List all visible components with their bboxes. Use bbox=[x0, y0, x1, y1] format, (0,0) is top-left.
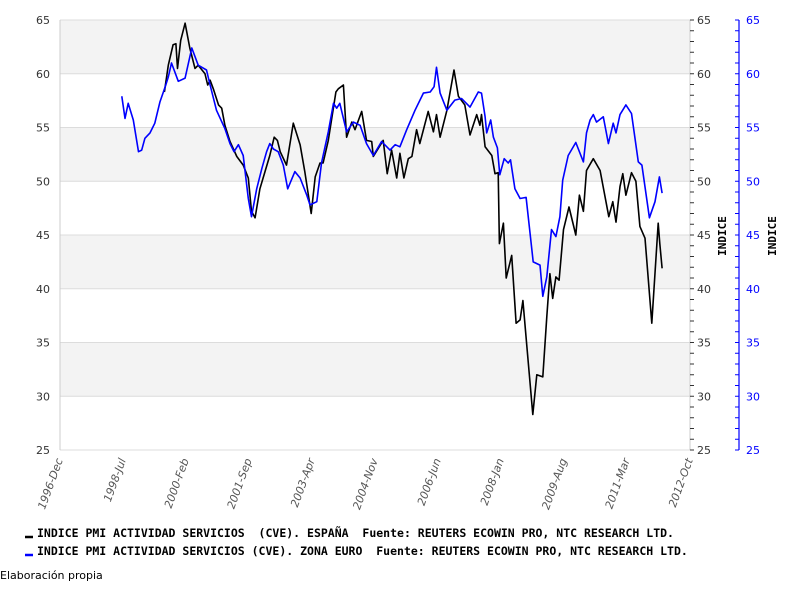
y2-tick-label: 55 bbox=[746, 122, 760, 135]
y-tick-label-left: 35 bbox=[36, 337, 50, 350]
y-tick-label-left: 50 bbox=[36, 175, 50, 188]
x-tick-label: 2009-Aug bbox=[539, 457, 570, 512]
y-tick-label-left: 60 bbox=[36, 68, 50, 81]
grid-band bbox=[60, 20, 690, 74]
y-tick-label-right: 50 bbox=[697, 175, 711, 188]
y2-tick-label: 35 bbox=[746, 337, 760, 350]
y-tick-label-left: 45 bbox=[36, 229, 50, 242]
y2-tick-label: 45 bbox=[746, 229, 760, 242]
y-tick-label-left: 30 bbox=[36, 390, 50, 403]
left-axis-title: INDICE bbox=[716, 216, 729, 256]
legend-label-espana: INDICE PMI ACTIVIDAD SERVICIOS (CVE). ES… bbox=[37, 525, 674, 540]
y2-tick-label: 50 bbox=[746, 175, 760, 188]
y-tick-label-right: 45 bbox=[697, 229, 711, 242]
y-tick-label-left: 65 bbox=[36, 14, 50, 27]
y2-tick-label: 30 bbox=[746, 390, 760, 403]
y-tick-label-right: 30 bbox=[697, 390, 711, 403]
x-tick-label: 2001-Sep bbox=[225, 457, 255, 511]
footnote: Elaboración propia bbox=[0, 569, 103, 582]
grid-band bbox=[60, 235, 690, 289]
x-tick-label: 2006-Jun bbox=[415, 457, 444, 508]
series-line-zona-euro bbox=[121, 47, 663, 298]
y-tick-label-right: 25 bbox=[697, 444, 711, 457]
y-tick-label-right: 40 bbox=[697, 283, 711, 296]
y-tick-label-right: 65 bbox=[697, 14, 711, 27]
y-tick-label-right: 35 bbox=[697, 337, 711, 350]
legend-label-zona-euro: INDICE PMI ACTIVIDAD SERVICIOS (CVE). ZO… bbox=[37, 544, 688, 558]
y-tick-label-left: 40 bbox=[36, 283, 50, 296]
y-tick-label-right: 60 bbox=[697, 68, 711, 81]
y2-tick-label: 40 bbox=[746, 283, 760, 296]
x-tick-label: 1996-Dec bbox=[35, 457, 65, 511]
y-tick-label-left: 25 bbox=[36, 444, 50, 457]
y-tick-label-right: 55 bbox=[697, 122, 711, 135]
y-tick-label-left: 55 bbox=[36, 122, 50, 135]
x-tick-label: 1998-Jul bbox=[101, 457, 129, 504]
x-tick-label: 2003-Apr bbox=[288, 455, 318, 509]
y2-tick-label: 65 bbox=[746, 14, 760, 27]
x-tick-label: 2012-Oct bbox=[666, 456, 696, 509]
y2-tick-label: 25 bbox=[746, 444, 760, 457]
x-tick-label: 2000-Feb bbox=[162, 457, 192, 510]
series-line-espana bbox=[163, 22, 663, 416]
x-tick-label: 2011-Mar bbox=[603, 455, 634, 510]
grid-band bbox=[60, 342, 690, 397]
x-tick-label: 2004-Nov bbox=[350, 456, 381, 511]
y2-tick-label: 60 bbox=[746, 68, 760, 81]
right-axis-title: INDICE bbox=[766, 216, 779, 256]
x-tick-label: 2008-Jan bbox=[478, 457, 507, 507]
